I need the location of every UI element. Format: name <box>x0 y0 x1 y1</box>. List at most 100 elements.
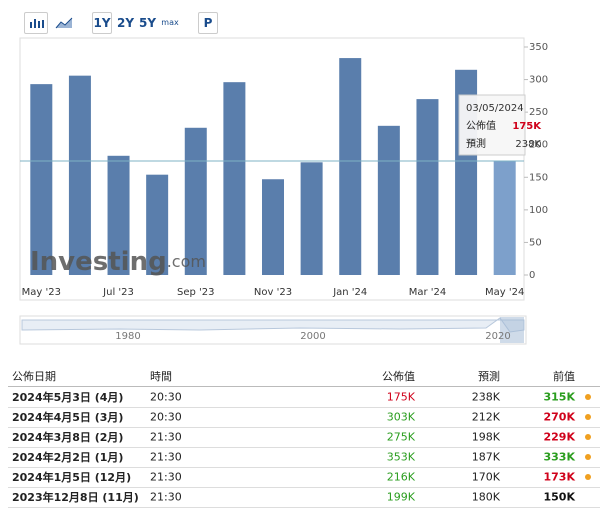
actual-cell: 216K <box>386 470 415 484</box>
x-tick-label: Mar '24 <box>409 287 447 298</box>
forecast-cell: 187K <box>471 450 500 464</box>
bar <box>493 161 516 275</box>
y-tick-label: 350 <box>529 42 548 53</box>
revision-dot <box>585 454 591 460</box>
y-tick-label: 50 <box>529 237 542 248</box>
actual-cell: 175K <box>386 390 415 404</box>
date-cell: 2024年2月2日 (1月) <box>12 451 124 464</box>
table-row <box>8 408 600 428</box>
previous-cell: 333K <box>543 450 576 464</box>
navigator-label: 1980 <box>115 331 140 342</box>
tooltip <box>458 94 526 156</box>
watermark-suffix: .com <box>167 252 206 271</box>
revision-dot <box>585 394 591 400</box>
icon <box>30 19 44 28</box>
actual-cell: 199K <box>386 490 415 504</box>
y-tick-label: 300 <box>529 75 548 86</box>
y-tick-label: 100 <box>529 205 548 216</box>
bar <box>146 174 169 275</box>
previous-cell: 173K <box>543 470 576 484</box>
table-row <box>8 428 600 448</box>
bar <box>416 99 439 275</box>
bar <box>455 69 478 275</box>
revision-dot <box>585 474 591 480</box>
x-tick-label: May '23 <box>22 287 61 298</box>
tooltip-value: 238K <box>515 139 541 150</box>
header-cell: 時間 <box>150 370 172 383</box>
bar <box>223 82 246 275</box>
y-tick-label: 200 <box>529 140 548 151</box>
bar <box>339 58 362 276</box>
previous-cell: 270K <box>543 410 576 424</box>
table-row <box>8 388 600 408</box>
date-cell: 2024年3月8日 (2月) <box>12 431 124 444</box>
table-header <box>8 366 600 387</box>
table-row <box>8 468 600 488</box>
navigator-series <box>21 317 525 333</box>
bar-chart-button[interactable] <box>24 12 48 34</box>
date-cell: 2024年4月5日 (3月) <box>12 411 124 424</box>
area-chart-button[interactable] <box>52 12 76 34</box>
bar <box>68 75 91 275</box>
previous-cell: 229K <box>543 430 576 444</box>
tooltip-date: 03/05/2024 <box>466 103 524 114</box>
table-row <box>8 488 600 508</box>
bar <box>377 125 400 275</box>
forecast-cell: 212K <box>471 410 500 424</box>
tooltip-label: 預測 <box>466 137 486 150</box>
actual-cell: 303K <box>386 410 415 424</box>
icon <box>55 17 73 29</box>
y-tick-label: 0 <box>529 270 535 281</box>
x-tick-label: Jan '24 <box>332 287 367 298</box>
revision-dot <box>585 434 591 440</box>
x-tick-label: Jul '23 <box>102 287 134 298</box>
navigator-label: 2020 <box>485 331 510 342</box>
time-cell: 21:30 <box>150 450 182 464</box>
range-button[interactable]: 2Y <box>116 12 134 34</box>
forecast-cell: 180K <box>471 490 500 504</box>
time-cell: 20:30 <box>150 390 182 404</box>
range-button[interactable]: max <box>160 12 180 34</box>
tooltip-label: 公佈值 <box>466 119 496 132</box>
time-cell: 20:30 <box>150 410 182 424</box>
revision-dot <box>585 414 591 420</box>
header-cell: 公佈日期 <box>12 370 56 383</box>
date-cell: 2023年12月8日 (11月) <box>12 491 139 504</box>
x-tick-label: Sep '23 <box>177 287 215 298</box>
print-button[interactable]: P <box>198 12 218 34</box>
forecast-cell: 170K <box>471 470 500 484</box>
actual-cell: 275K <box>386 430 415 444</box>
range-button[interactable]: 5Y <box>138 12 156 34</box>
time-cell: 21:30 <box>150 430 182 444</box>
table-row <box>8 448 600 468</box>
date-cell: 2024年1月5日 (12月) <box>12 471 132 484</box>
previous-cell: 150K <box>543 490 576 504</box>
range-button[interactable]: 1Y <box>92 12 112 34</box>
date-cell: 2024年5月3日 (4月) <box>12 391 124 404</box>
x-tick-label: May '24 <box>485 287 524 298</box>
forecast-cell: 198K <box>471 430 500 444</box>
watermark: Investing.com <box>30 247 206 277</box>
x-tick-label: Nov '23 <box>254 287 292 298</box>
bar <box>30 84 53 275</box>
time-cell: 21:30 <box>150 470 182 484</box>
header-cell: 前值 <box>553 370 575 383</box>
y-tick-label: 150 <box>529 172 548 183</box>
chart-frame <box>19 37 525 301</box>
bar <box>262 179 284 275</box>
bar <box>107 155 130 275</box>
bar <box>300 162 323 275</box>
header-cell: 公佈值 <box>382 370 415 383</box>
tooltip-value: 175K <box>512 121 542 132</box>
y-tick-label: 250 <box>529 107 548 118</box>
navigator <box>19 315 527 345</box>
actual-cell: 353K <box>386 450 415 464</box>
bar <box>184 127 207 275</box>
forecast-cell: 238K <box>471 390 500 404</box>
navigator-window <box>500 317 524 343</box>
previous-cell: 315K <box>543 390 576 404</box>
navigator-label: 2000 <box>300 331 325 342</box>
watermark-brand: Investing <box>30 247 167 277</box>
time-cell: 21:30 <box>150 490 182 504</box>
